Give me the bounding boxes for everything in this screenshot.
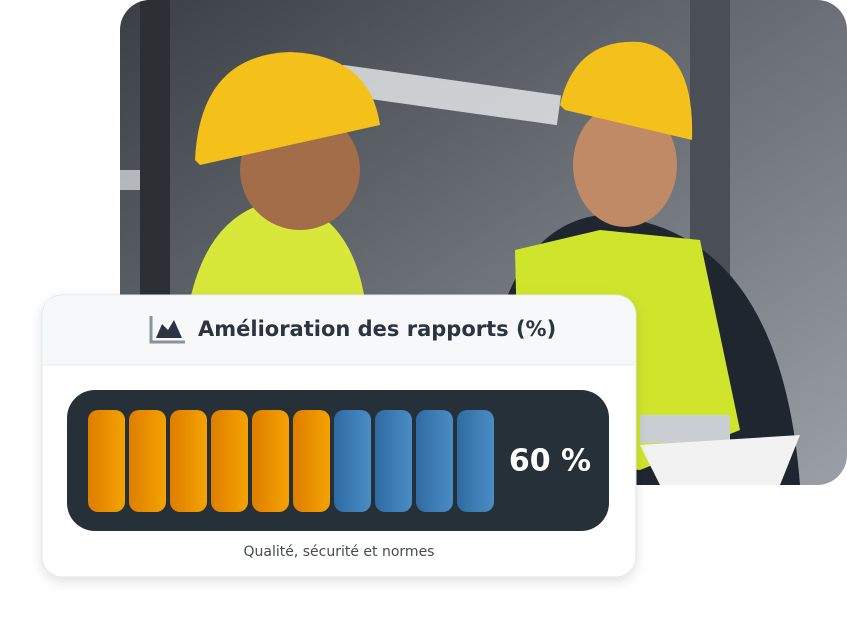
value-label: 60 %: [509, 444, 591, 479]
chart-icon: [149, 316, 185, 344]
segment-empty: [334, 410, 371, 512]
segment-filled: [211, 410, 248, 512]
segment-empty: [457, 410, 494, 512]
segment-empty: [375, 410, 412, 512]
caption: Qualité, sécurité et normes: [244, 544, 435, 560]
segment-empty: [416, 410, 453, 512]
meter-segments: [88, 410, 494, 512]
card-title: Amélioration des rapports (%): [198, 317, 556, 341]
segment-filled: [293, 410, 330, 512]
segment-filled: [88, 410, 125, 512]
card-header: [43, 296, 635, 365]
segment-filled: [252, 410, 289, 512]
segment-filled: [129, 410, 166, 512]
segment-filled: [170, 410, 207, 512]
